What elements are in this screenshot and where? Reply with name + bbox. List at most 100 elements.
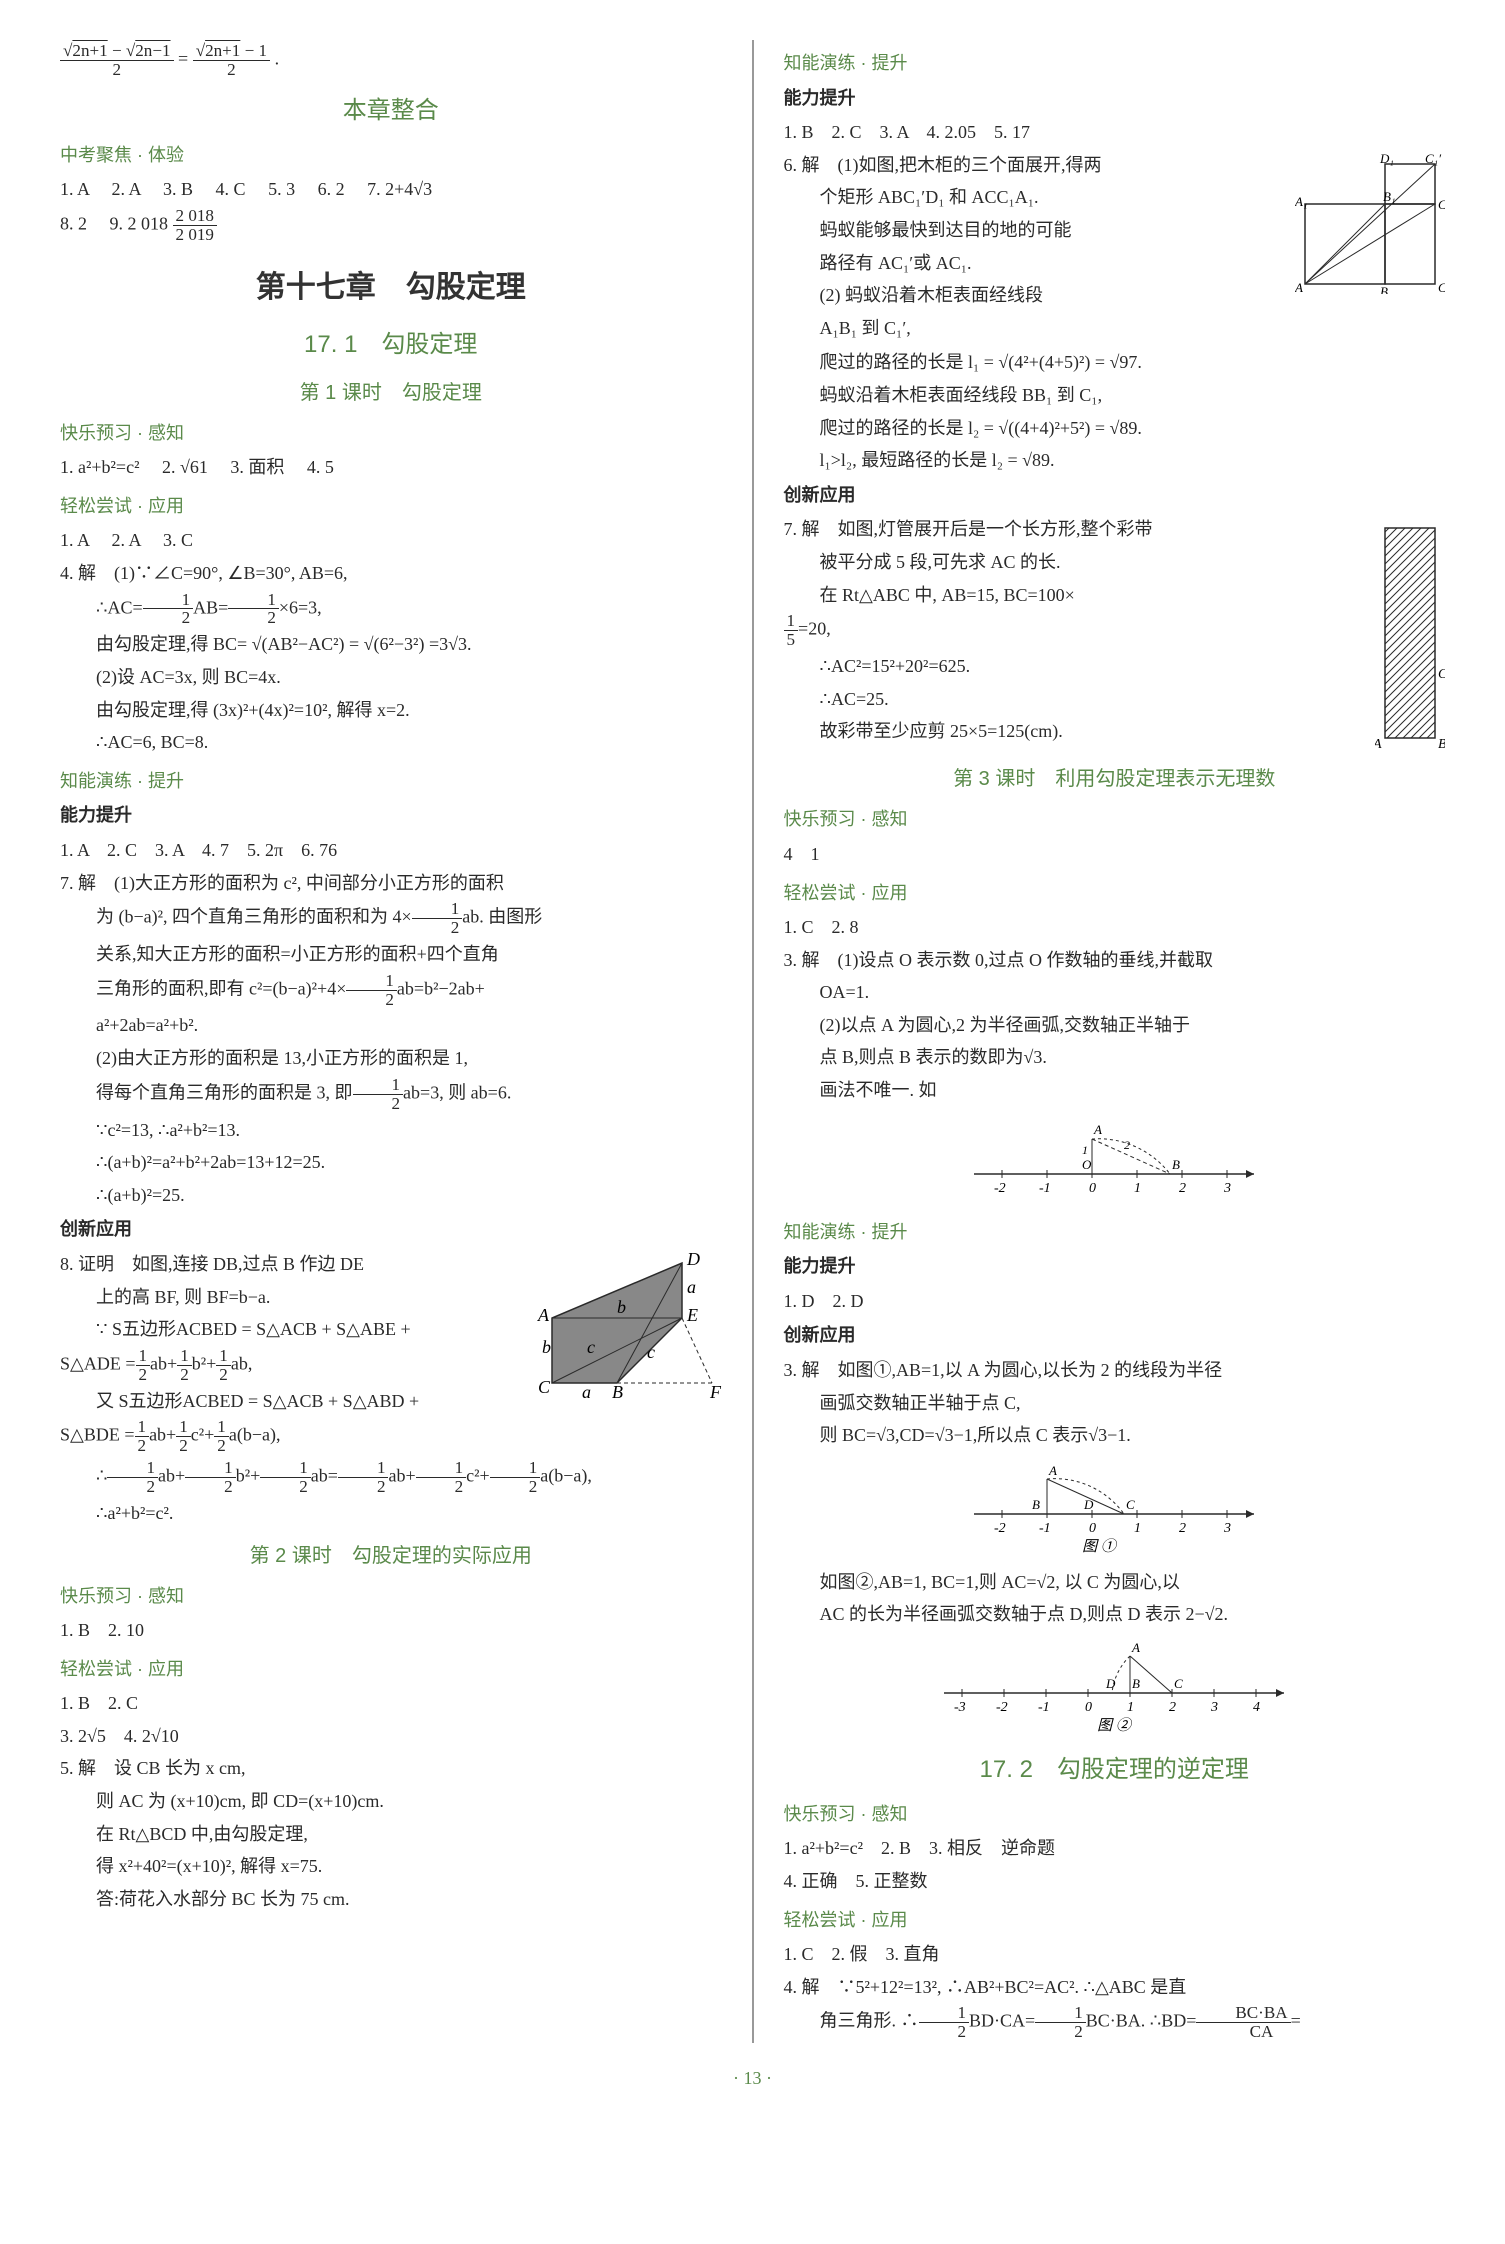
qscs-heading-1: 轻松尝试 · 应用 <box>60 491 722 522</box>
svg-text:2: 2 <box>1179 1181 1186 1196</box>
nl2-answers: 1. D 2. D <box>784 1286 1446 1317</box>
svg-text:0: 0 <box>1085 1700 1092 1715</box>
svg-text:-3: -3 <box>954 1700 966 1715</box>
svg-text:4: 4 <box>1253 1700 1260 1715</box>
lesson-2-title: 第 2 课时 勾股定理的实际应用 <box>60 1539 722 1573</box>
qs2-answers: 1. B 2. C <box>60 1688 722 1719</box>
svg-text:b: b <box>542 1337 551 1357</box>
numberline-2-figure: -2 -1 0 1 2 3 A B D C 图 ① <box>954 1459 1274 1559</box>
q6-6: A₁B₁ 到 C₁′, <box>784 313 1446 344</box>
q5-1: 5. 解 设 CB 长为 x cm, <box>60 1753 722 1784</box>
lesson-1-title: 第 1 课时 勾股定理 <box>60 376 722 410</box>
q7-8: ∵c²=13, ∴a²+b²=13. <box>60 1115 722 1146</box>
q4-line4: (2)设 AC=3x, 则 BC=4x. <box>60 662 722 693</box>
svg-text:B: B <box>1380 284 1388 294</box>
q5-3: 在 Rt△BCD 中,由勾股定理, <box>60 1819 722 1850</box>
svg-text:D: D <box>686 1253 700 1269</box>
svg-text:a: a <box>687 1277 696 1297</box>
q6-10: l₁>l₂, 最短路径的长是 l₂ = √89. <box>784 445 1446 476</box>
cylinder-figure: C A B <box>1375 518 1445 748</box>
svg-text:-2: -2 <box>996 1700 1008 1715</box>
kly-heading-1: 快乐预习 · 感知 <box>60 418 722 449</box>
q3-2: OA=1. <box>784 977 1446 1008</box>
svg-text:-1: -1 <box>1039 1521 1051 1536</box>
svg-text:A: A <box>1131 1640 1140 1655</box>
chapter-consolidation-title: 本章整合 <box>60 91 722 132</box>
q4-line5: 由勾股定理,得 (3x)²+(4x)²=10², 解得 x=2. <box>60 695 722 726</box>
q3-5: 画法不唯一. 如 <box>784 1075 1446 1106</box>
cxyy-heading-r2: 创新应用 <box>784 1320 1446 1351</box>
qscs-heading-2: 轻松尝试 · 应用 <box>60 1654 722 1685</box>
q7r-6: ∴AC=25. <box>784 684 1446 715</box>
svg-text:C: C <box>538 1377 551 1397</box>
cube-unfold-figure: D₁ C₁′ A₁ B₁ C₁ A B C <box>1295 154 1445 294</box>
svg-text:C₁: C₁ <box>1438 197 1445 212</box>
svg-text:2: 2 <box>1124 1138 1130 1152</box>
svg-text:-1: -1 <box>1039 1181 1051 1196</box>
section-17-2-title: 17. 2 勾股定理的逆定理 <box>784 1750 1446 1791</box>
q7r-5: ∴AC²=15²+20²=625. <box>784 651 1446 682</box>
q3b-2: 画弧交数轴正半轴于点 C, <box>784 1388 1446 1419</box>
svg-text:1: 1 <box>1134 1181 1141 1196</box>
q5-4: 得 x²+40²=(x+10)², 解得 x=75. <box>60 1851 722 1882</box>
numberline-3-figure: -3 -2 -1 0 1 2 3 4 A D B C 图 ② <box>924 1638 1304 1738</box>
q8-7: ∴12ab+12b²+12ab=12ab+12c²+12a(b−a), <box>60 1459 722 1496</box>
q7-10: ∴(a+b)²=25. <box>60 1180 722 1211</box>
left-column: √2n+1 − √2n−12 = √2n+1 − 12 . 本章整合 中考聚焦 … <box>60 40 722 2043</box>
svg-text:-2: -2 <box>994 1521 1006 1536</box>
svg-text:图 ②: 图 ② <box>1097 1717 1133 1734</box>
nlts-heading-1: 能力提升 <box>60 800 722 831</box>
kly4-answers-2: 4. 正确 5. 正整数 <box>784 1866 1446 1897</box>
svg-text:B: B <box>612 1382 623 1402</box>
svg-text:A₁: A₁ <box>1295 194 1307 209</box>
svg-text:A: A <box>537 1305 550 1325</box>
q4-line2: ∴AC=12AB=12×6=3, <box>60 591 722 628</box>
svg-text:b: b <box>617 1297 626 1317</box>
q3-4: 点 B,则点 B 表示的数即为√3. <box>784 1042 1446 1073</box>
q7-9: ∴(a+b)²=a²+b²+2ab=13+12=25. <box>60 1147 722 1178</box>
svg-text:C: C <box>1174 1676 1183 1691</box>
zhongkao-heading: 中考聚焦 · 体验 <box>60 140 722 171</box>
q7r-4: 15=20, <box>784 612 1446 649</box>
qscs-heading-3: 轻松尝试 · 应用 <box>784 878 1446 909</box>
svg-text:2: 2 <box>1169 1700 1176 1715</box>
q3-3: (2)以点 A 为圆心,2 为半径画弧,交数轴正半轴于 <box>784 1010 1446 1041</box>
kly-heading-2: 快乐预习 · 感知 <box>60 1581 722 1612</box>
svg-text:A: A <box>1375 737 1382 748</box>
section-17-1-title: 17. 1 勾股定理 <box>60 325 722 366</box>
svg-text:3: 3 <box>1223 1521 1231 1536</box>
q7r-2: 被平分成 5 段,可先求 AC 的长. <box>784 547 1446 578</box>
q3-1: 3. 解 (1)设点 O 表示数 0,过点 O 作数轴的垂线,并截取 <box>784 945 1446 976</box>
q4-line3: 由勾股定理,得 BC= √(AB²−AC²) = √(6²−3²) =3√3. <box>60 629 722 660</box>
cxyy-heading-r1: 创新应用 <box>784 480 1446 511</box>
q6-7: 爬过的路径的长是 l₁ = √(4²+(4+5)²) = √97. <box>784 347 1446 378</box>
svg-text:A: A <box>1295 280 1303 294</box>
q7-1: 7. 解 (1)大正方形的面积为 c², 中间部分小正方形的面积 <box>60 868 722 899</box>
svg-text:B₁: B₁ <box>1383 189 1395 204</box>
page-columns: √2n+1 − √2n−12 = √2n+1 − 12 . 本章整合 中考聚焦 … <box>60 40 1445 2043</box>
qs-answers: 1. A 2. A 3. C <box>60 525 722 556</box>
znyl-heading-1: 知能演练 · 提升 <box>60 766 722 797</box>
q4-line6: ∴AC=6, BC=8. <box>60 727 722 758</box>
kly-heading-3: 快乐预习 · 感知 <box>784 804 1446 835</box>
svg-text:1: 1 <box>1134 1521 1141 1536</box>
qs2-answers-2: 3. 2√5 4. 2√10 <box>60 1721 722 1752</box>
svg-text:O: O <box>1082 1157 1092 1172</box>
svg-text:3: 3 <box>1210 1700 1218 1715</box>
svg-text:1: 1 <box>1082 1143 1088 1157</box>
kly-heading-4: 快乐预习 · 感知 <box>784 1799 1446 1830</box>
kly3-answers: 4 1 <box>784 839 1446 870</box>
q3b-5: AC 的长为半径画弧交数轴于点 D,则点 D 表示 2−√2. <box>784 1599 1446 1630</box>
nlts-heading-r2: 能力提升 <box>784 1251 1446 1282</box>
svg-text:E: E <box>686 1305 698 1325</box>
kly2-answers: 1. B 2. 10 <box>60 1615 722 1646</box>
zk-answers-2: 8. 2 9. 2 018 2 0182 019 <box>60 207 722 244</box>
nlts-heading-r1: 能力提升 <box>784 83 1446 114</box>
q3b-3: 则 BC=√3,CD=√3−1,所以点 C 表示√3−1. <box>784 1420 1446 1451</box>
q7-3: 关系,知大正方形的面积=小正方形的面积+四个直角 <box>60 939 722 970</box>
q7r-1: 7. 解 如图,灯管展开后是一个长方形,整个彩带 <box>784 514 1446 545</box>
nl-answers: 1. A 2. C 3. A 4. 7 5. 2π 6. 76 <box>60 835 722 866</box>
znyl-heading-r2: 知能演练 · 提升 <box>784 1217 1446 1248</box>
svg-text:c: c <box>587 1337 595 1357</box>
q7-7: 得每个直角三角形的面积是 3, 即12ab=3, 则 ab=6. <box>60 1076 722 1113</box>
